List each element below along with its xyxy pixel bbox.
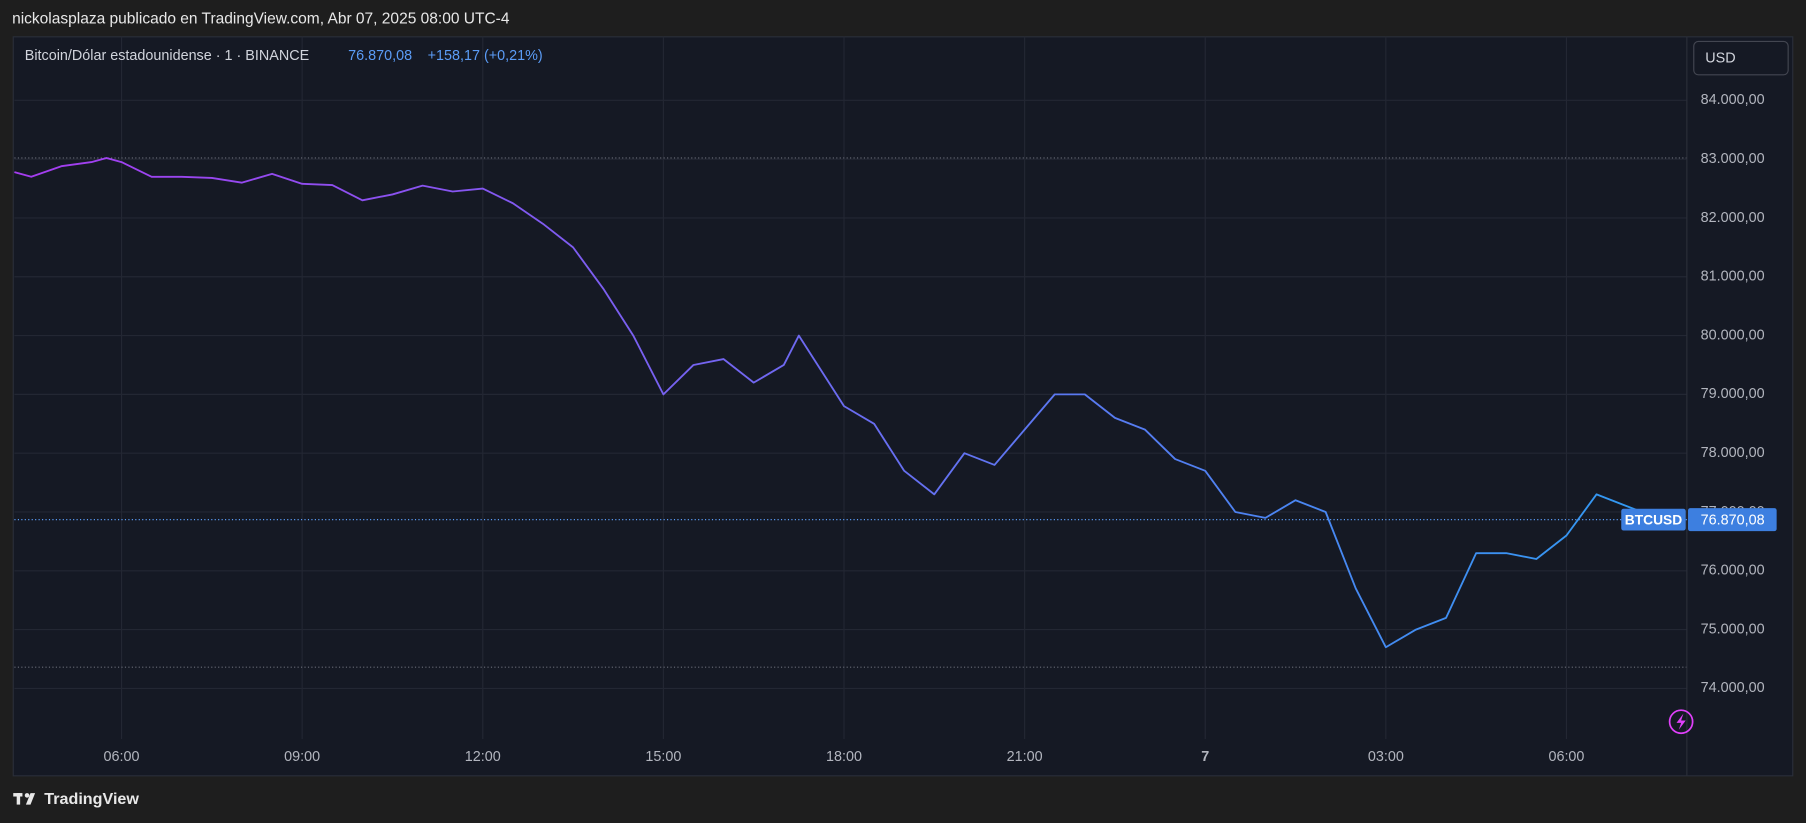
footer-brand: TradingView xyxy=(44,790,139,808)
y-tick-label: 76.000,00 xyxy=(1701,563,1765,579)
y-tick-label: 83.000,00 xyxy=(1701,151,1765,167)
y-tick-label: 79.000,00 xyxy=(1701,386,1765,402)
alert-icon[interactable] xyxy=(1668,709,1694,735)
y-tick-label: 82.000,00 xyxy=(1701,210,1765,226)
price-tag-label: 76.870,08 xyxy=(1701,513,1765,529)
logo-slash xyxy=(25,793,36,805)
y-tick-label: 75.000,00 xyxy=(1701,621,1765,637)
x-tick-label: 06:00 xyxy=(104,749,140,765)
symbol-tag xyxy=(1621,508,1686,531)
x-tick-label: 7 xyxy=(1201,749,1209,765)
y-tick-label: 80.000,00 xyxy=(1701,327,1765,343)
symbol-title: Bitcoin/Dólar estadounidense · 1 · BINAN… xyxy=(25,48,309,64)
currency-button[interactable] xyxy=(1693,40,1789,76)
logo-dot xyxy=(24,793,30,798)
logo-stem xyxy=(16,793,21,805)
y-tick-label: 78.000,00 xyxy=(1701,445,1765,461)
alert-bolt xyxy=(1676,713,1686,730)
x-tick-label: 09:00 xyxy=(284,749,320,765)
x-tick-label: 18:00 xyxy=(826,749,862,765)
y-tick-label: 84.000,00 xyxy=(1701,92,1765,108)
x-tick-label: 06:00 xyxy=(1548,749,1584,765)
symbol-tag-label: BTCUSD xyxy=(1625,511,1683,527)
price-tag xyxy=(1688,508,1777,532)
chart-area xyxy=(12,36,1794,777)
y-tick-label: 81.000,00 xyxy=(1701,269,1765,285)
legend-price: 76.870,08 xyxy=(348,48,412,64)
header: nickolasplaza publicado en TradingView.c… xyxy=(12,11,510,28)
logo xyxy=(13,793,36,805)
y-tick-label: 74.000,00 xyxy=(1701,680,1765,696)
x-tick-label: 12:00 xyxy=(465,749,501,765)
currency-label: USD xyxy=(1705,51,1735,67)
legend-change: +158,17 (+0,21%) xyxy=(428,48,543,64)
x-tick-label: 21:00 xyxy=(1007,749,1043,765)
x-tick-label: 03:00 xyxy=(1368,749,1404,765)
x-tick-label: 15:00 xyxy=(645,749,681,765)
price-line xyxy=(14,157,1679,649)
